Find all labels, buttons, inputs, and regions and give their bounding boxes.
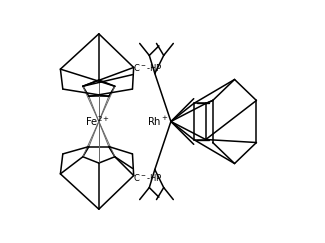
Text: C$^-$-HP: C$^-$-HP	[133, 172, 163, 183]
Text: Fe$^{2+}$: Fe$^{2+}$	[85, 115, 110, 128]
Text: Rh$^+$: Rh$^+$	[147, 114, 169, 128]
Text: C$^-$-HP: C$^-$-HP	[133, 62, 163, 73]
